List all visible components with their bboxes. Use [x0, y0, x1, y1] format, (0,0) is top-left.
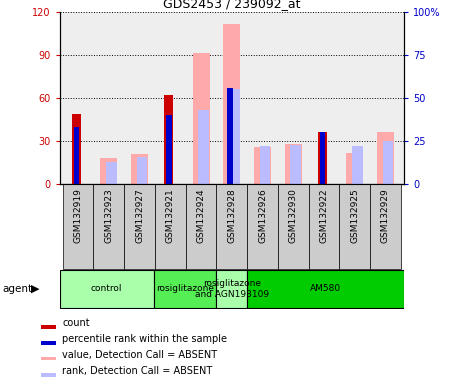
Bar — [166, 115, 172, 184]
Bar — [285, 144, 302, 184]
Bar — [278, 184, 308, 269]
Bar — [228, 88, 233, 184]
Text: GSM132921: GSM132921 — [166, 189, 175, 243]
Text: AM580: AM580 — [310, 285, 341, 293]
Text: GSM132925: GSM132925 — [350, 189, 359, 243]
Bar — [291, 145, 301, 184]
Text: count: count — [62, 318, 90, 328]
Bar — [94, 184, 124, 269]
Text: rosiglitazone
and AGN193109: rosiglitazone and AGN193109 — [195, 279, 269, 299]
Bar — [308, 184, 339, 269]
Text: GSM132924: GSM132924 — [196, 189, 206, 243]
Bar — [320, 132, 325, 184]
Title: GDS2453 / 239092_at: GDS2453 / 239092_at — [163, 0, 301, 10]
Bar — [229, 89, 240, 184]
Bar — [106, 162, 117, 184]
Text: control: control — [91, 285, 123, 293]
Text: percentile rank within the sample: percentile rank within the sample — [62, 334, 227, 344]
Bar — [247, 184, 278, 269]
Text: GSM132919: GSM132919 — [73, 189, 83, 243]
Bar — [382, 141, 393, 184]
Bar — [131, 154, 148, 184]
Bar — [74, 127, 79, 184]
Text: GSM132927: GSM132927 — [135, 189, 144, 243]
Text: GSM132928: GSM132928 — [227, 189, 236, 243]
Text: rank, Detection Call = ABSENT: rank, Detection Call = ABSENT — [62, 366, 213, 376]
Bar — [339, 184, 370, 269]
Text: rosiglitazone: rosiglitazone — [156, 285, 214, 293]
Text: GSM132922: GSM132922 — [319, 189, 329, 243]
Text: GSM132929: GSM132929 — [381, 189, 390, 243]
Bar — [41, 341, 56, 344]
Bar — [63, 184, 94, 269]
Bar — [137, 157, 147, 184]
Bar — [370, 184, 401, 269]
Bar — [377, 132, 394, 184]
Bar — [41, 357, 56, 361]
Bar — [247, 270, 404, 308]
Text: GSM132930: GSM132930 — [289, 189, 298, 243]
Bar — [154, 270, 216, 308]
Bar — [224, 25, 240, 184]
Bar — [216, 270, 247, 308]
Bar — [198, 110, 209, 184]
Bar — [124, 184, 155, 269]
Bar — [318, 132, 327, 184]
Text: GSM132923: GSM132923 — [104, 189, 113, 243]
Bar — [101, 158, 118, 184]
Bar — [155, 184, 186, 269]
Bar — [60, 270, 154, 308]
Bar — [346, 152, 363, 184]
Bar — [217, 184, 247, 269]
Bar — [186, 184, 217, 269]
Text: agent: agent — [2, 284, 33, 294]
Bar — [72, 114, 81, 184]
Text: value, Detection Call = ABSENT: value, Detection Call = ABSENT — [62, 350, 217, 360]
Bar — [164, 95, 173, 184]
Bar — [41, 325, 56, 329]
Bar — [193, 53, 209, 184]
Bar — [254, 147, 271, 184]
Bar — [41, 374, 56, 377]
Text: GSM132926: GSM132926 — [258, 189, 267, 243]
Bar — [352, 146, 363, 184]
Text: ▶: ▶ — [31, 284, 40, 294]
Bar — [260, 146, 270, 184]
